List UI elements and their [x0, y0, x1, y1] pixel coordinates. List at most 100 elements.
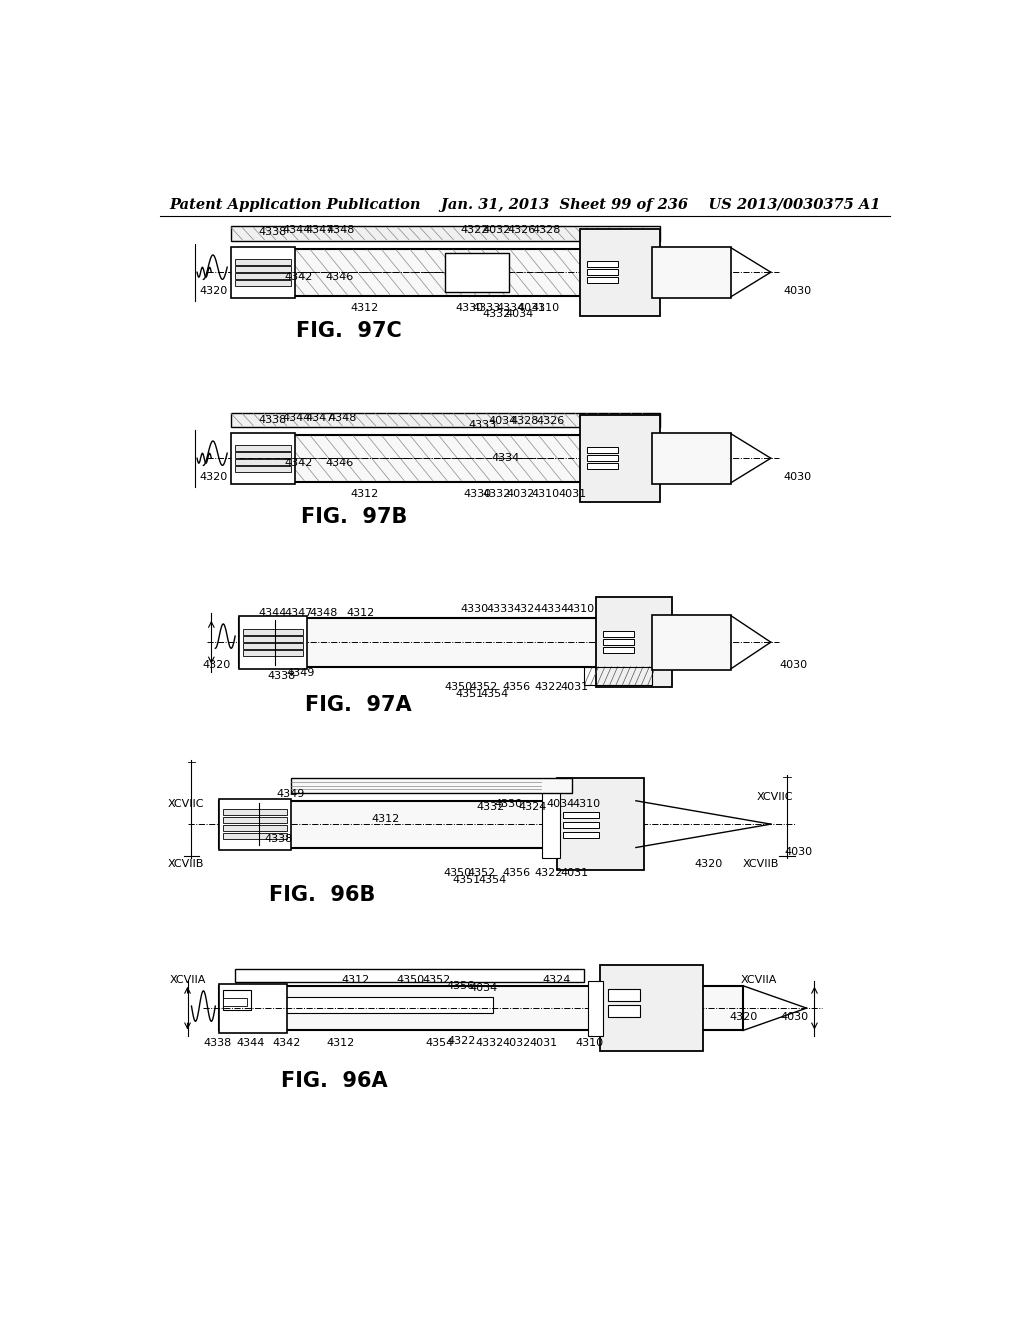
Text: Patent Application Publication    Jan. 31, 2013  Sheet 99 of 236    US 2013/0030: Patent Application Publication Jan. 31, … — [169, 198, 881, 213]
Bar — [652, 615, 731, 669]
Text: 4030: 4030 — [780, 1012, 809, 1022]
Text: 4338: 4338 — [258, 414, 287, 425]
Bar — [602, 639, 634, 645]
Text: 4030: 4030 — [779, 660, 807, 669]
Text: 4347: 4347 — [306, 413, 334, 422]
Bar — [219, 983, 287, 1032]
Text: 4344: 4344 — [282, 413, 310, 422]
Text: 4342: 4342 — [285, 458, 312, 469]
Bar — [563, 812, 599, 818]
Text: 4328: 4328 — [532, 224, 560, 235]
Bar — [236, 259, 291, 265]
Text: 4324: 4324 — [543, 974, 570, 985]
Bar — [243, 630, 303, 635]
Bar — [219, 799, 291, 850]
Bar — [219, 801, 636, 847]
Text: FIG.  97C: FIG. 97C — [296, 321, 401, 341]
Text: FIG.  97A: FIG. 97A — [305, 696, 412, 715]
Bar — [236, 453, 291, 458]
Bar — [243, 643, 303, 649]
Bar — [608, 989, 640, 1001]
Bar — [652, 433, 731, 483]
Text: 4333: 4333 — [486, 603, 514, 614]
Bar — [608, 1005, 640, 1018]
Text: 4349: 4349 — [276, 788, 305, 799]
Text: 4350: 4350 — [444, 682, 473, 692]
Text: 4338: 4338 — [264, 834, 293, 845]
Text: 4351: 4351 — [456, 689, 483, 700]
Text: 4344: 4344 — [282, 224, 310, 235]
Text: 4034: 4034 — [488, 416, 517, 425]
Text: 4332: 4332 — [482, 309, 510, 319]
Text: FIG.  96B: FIG. 96B — [269, 886, 376, 906]
Text: 4333: 4333 — [473, 302, 501, 313]
Text: FIG.  97B: FIG. 97B — [301, 507, 408, 527]
Text: 4030: 4030 — [783, 285, 811, 296]
Bar — [236, 280, 291, 286]
Bar — [563, 833, 599, 838]
Text: 4034: 4034 — [547, 799, 574, 809]
Text: 4338: 4338 — [267, 671, 295, 681]
Text: 4330: 4330 — [456, 302, 483, 313]
Bar — [585, 667, 652, 685]
Bar — [602, 631, 634, 638]
Text: 4332: 4332 — [476, 1038, 504, 1048]
Text: 4034: 4034 — [506, 309, 535, 319]
Text: 4334: 4334 — [492, 453, 520, 463]
Bar — [581, 414, 659, 502]
Text: 4349: 4349 — [287, 668, 315, 677]
Bar — [587, 277, 618, 284]
Text: 4338: 4338 — [204, 1038, 231, 1048]
Bar — [587, 269, 618, 276]
Bar — [588, 981, 602, 1036]
Text: 4350: 4350 — [443, 869, 471, 878]
Text: 4312: 4312 — [350, 488, 379, 499]
Bar — [223, 809, 287, 814]
Bar — [223, 998, 247, 1006]
Text: 4310: 4310 — [566, 603, 594, 614]
Bar — [652, 247, 731, 297]
Text: 4342: 4342 — [285, 272, 312, 282]
Text: 4030: 4030 — [783, 471, 811, 482]
Bar — [223, 817, 287, 824]
Bar — [291, 779, 572, 792]
Bar — [236, 466, 291, 473]
Text: 4356: 4356 — [446, 981, 474, 991]
Text: 4312: 4312 — [342, 974, 370, 985]
Bar — [219, 986, 743, 1031]
Text: 4347: 4347 — [306, 224, 334, 235]
Bar — [231, 412, 659, 426]
Text: 4312: 4312 — [372, 814, 400, 824]
Text: 4031: 4031 — [517, 302, 545, 313]
Bar — [587, 261, 618, 267]
Bar — [600, 965, 703, 1051]
Bar — [563, 822, 599, 828]
Text: 4348: 4348 — [328, 413, 356, 422]
Bar — [581, 228, 659, 315]
Text: 4030: 4030 — [784, 846, 813, 857]
Bar — [231, 247, 295, 297]
Text: XCVIIA: XCVIIA — [740, 974, 777, 985]
Bar — [231, 433, 295, 483]
Text: 4310: 4310 — [572, 799, 601, 809]
Bar — [543, 791, 560, 858]
Bar — [231, 997, 494, 1012]
Text: 4332: 4332 — [476, 801, 505, 812]
Text: 4312: 4312 — [346, 607, 375, 618]
Text: 4322: 4322 — [535, 869, 563, 878]
Bar — [236, 273, 291, 280]
Bar — [587, 447, 618, 453]
Text: 4320: 4320 — [200, 471, 227, 482]
Bar — [236, 969, 585, 982]
Bar — [557, 779, 644, 870]
Text: 4320: 4320 — [730, 1012, 758, 1022]
Text: 4356: 4356 — [502, 869, 530, 878]
Text: 4352: 4352 — [423, 974, 451, 985]
Text: 4031: 4031 — [560, 682, 588, 692]
Text: 4320: 4320 — [200, 285, 227, 296]
Bar — [587, 455, 618, 461]
Text: 4324: 4324 — [518, 801, 547, 812]
Text: 4324: 4324 — [513, 603, 542, 614]
Text: 4032: 4032 — [503, 1038, 531, 1048]
Bar — [243, 636, 303, 643]
